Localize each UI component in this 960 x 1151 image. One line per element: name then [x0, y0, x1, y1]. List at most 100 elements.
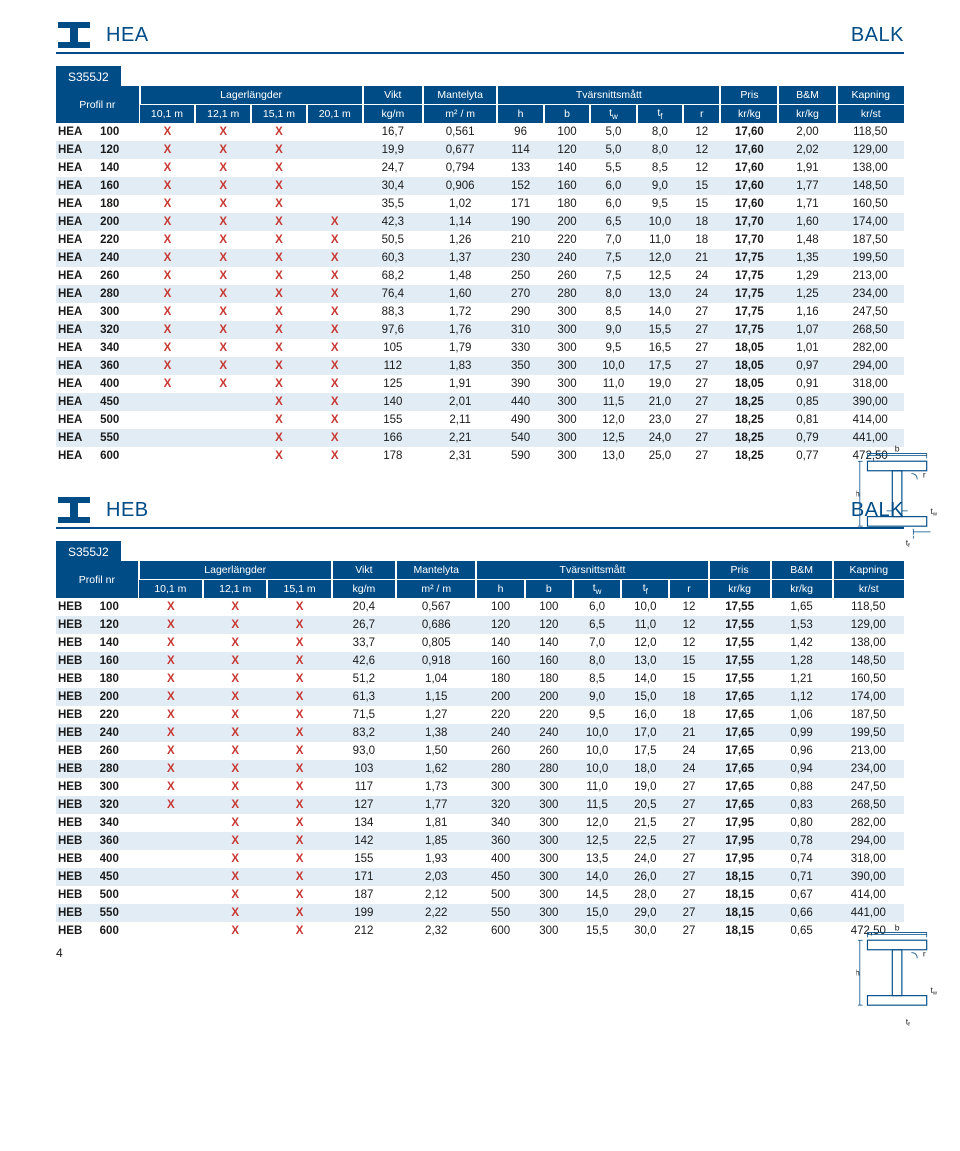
cell-pris: 17,65: [709, 742, 771, 760]
cell-lager: X: [267, 868, 331, 886]
cell-vikt: 83,2: [332, 724, 396, 742]
cell-tvar: 18,0: [621, 760, 669, 778]
cell-lager: X: [140, 285, 196, 303]
cell-tvar: 12,0: [621, 634, 669, 652]
cell-tvar: 8,0: [637, 123, 683, 141]
cell-size: 100: [100, 123, 139, 141]
cell-tvar: 9,0: [573, 688, 621, 706]
cell-bm: 2,00: [778, 123, 836, 141]
cell-size: 140: [100, 159, 139, 177]
table-row: HEB220XXX71,51,272202209,516,01817,651,0…: [56, 706, 904, 724]
cell-vikt: 140: [363, 393, 423, 411]
cell-tvar: 152: [497, 177, 543, 195]
cell-size: 450: [100, 868, 139, 886]
cell-tvar: 270: [497, 285, 543, 303]
cell-tvar: 15: [669, 670, 708, 688]
cell-pris: 17,70: [720, 213, 778, 231]
cell-tvar: 23,0: [637, 411, 683, 429]
cell-vikt: 88,3: [363, 303, 423, 321]
cell-pris: 17,65: [709, 724, 771, 742]
cell-tvar: 9,5: [590, 339, 636, 357]
cell-kap: 138,00: [833, 634, 904, 652]
cell-tvar: 340: [476, 814, 524, 832]
cell-tvar: 300: [544, 357, 590, 375]
cell-mantel: 2,03: [396, 868, 476, 886]
cell-tvar: 120: [476, 616, 524, 634]
cell-tvar: 8,5: [573, 670, 621, 688]
cell-name: HEA: [56, 393, 100, 411]
cell-tvar: 10,0: [590, 357, 636, 375]
hea-title: HEA: [106, 24, 149, 47]
th-tvar: Tvärsnittsmått: [476, 561, 708, 580]
cell-kap: 129,00: [833, 616, 904, 634]
cell-vikt: 16,7: [363, 123, 423, 141]
cell-tvar: 220: [544, 231, 590, 249]
table-row: HEB400XX1551,9340030013,524,02717,950,74…: [56, 850, 904, 868]
cell-bm: 2,02: [778, 141, 836, 159]
cell-bm: 1,65: [771, 598, 833, 616]
cell-lager: X: [203, 652, 267, 670]
table-row: HEA120XXX19,90,6771141205,08,01217,602,0…: [56, 141, 904, 159]
heb-table: Profil nr Lagerlängder Vikt Mantelyta Tv…: [56, 561, 904, 940]
cell-tvar: 12: [669, 616, 708, 634]
cell-kap: 174,00: [833, 688, 904, 706]
cell-kap: 118,50: [837, 123, 905, 141]
cell-tvar: 6,5: [590, 213, 636, 231]
th-lager-0: 10,1 m: [139, 580, 203, 599]
cell-name: HEB: [56, 616, 100, 634]
cell-kap: 294,00: [837, 357, 905, 375]
cell-bm: 1,01: [778, 339, 836, 357]
cell-tvar: 11,0: [590, 375, 636, 393]
cell-lager: X: [195, 159, 251, 177]
cell-lager: [195, 429, 251, 447]
cell-lager: X: [140, 357, 196, 375]
cell-size: 140: [100, 634, 139, 652]
cell-pris: 17,95: [709, 850, 771, 868]
svg-text:r: r: [923, 469, 926, 479]
cell-vikt: 112: [363, 357, 423, 375]
cell-lager: [139, 904, 203, 922]
cell-tvar: 300: [525, 922, 573, 940]
cell-pris: 17,60: [720, 123, 778, 141]
table-row: HEB200XXX61,31,152002009,015,01817,651,1…: [56, 688, 904, 706]
cell-tvar: 27: [669, 778, 708, 796]
cell-tvar: 300: [544, 321, 590, 339]
cell-mantel: 1,81: [396, 814, 476, 832]
cell-mantel: 1,73: [396, 778, 476, 796]
cell-tvar: 8,0: [637, 141, 683, 159]
table-row: HEB240XXX83,21,3824024010,017,02117,650,…: [56, 724, 904, 742]
cell-tvar: 160: [525, 652, 573, 670]
cell-lager: X: [267, 652, 331, 670]
cell-lager: X: [307, 321, 363, 339]
cell-vikt: 103: [332, 760, 396, 778]
table-row: HEA320XXXX97,61,763103009,015,52717,751,…: [56, 321, 904, 339]
cell-vikt: 42,3: [363, 213, 423, 231]
cell-tvar: 27: [669, 814, 708, 832]
cell-tvar: 400: [476, 850, 524, 868]
cell-pris: 17,65: [709, 778, 771, 796]
cell-name: HEB: [56, 850, 100, 868]
cell-size: 200: [100, 688, 139, 706]
cell-tvar: 15: [669, 652, 708, 670]
cell-mantel: 1,83: [423, 357, 497, 375]
cell-tvar: 360: [476, 832, 524, 850]
cell-name: HEB: [56, 778, 100, 796]
cell-tvar: 12: [683, 159, 720, 177]
cell-kap: 282,00: [837, 339, 905, 357]
cell-pris: 18,15: [709, 886, 771, 904]
cell-tvar: 120: [544, 141, 590, 159]
cell-tvar: 440: [497, 393, 543, 411]
cell-name: HEB: [56, 670, 100, 688]
table-row: HEB500XX1872,1250030014,528,02718,150,67…: [56, 886, 904, 904]
cell-kap: 294,00: [833, 832, 904, 850]
cell-tvar: 114: [497, 141, 543, 159]
cell-kap: 148,50: [837, 177, 905, 195]
table-row: HEA400XXXX1251,9139030011,019,02718,050,…: [56, 375, 904, 393]
cell-tvar: 12,0: [637, 249, 683, 267]
cell-tvar: 230: [497, 249, 543, 267]
cell-vikt: 26,7: [332, 616, 396, 634]
cell-bm: 0,78: [771, 832, 833, 850]
cell-tvar: 300: [544, 447, 590, 465]
th-bm-u: kr/kg: [778, 105, 836, 124]
cell-tvar: 11,0: [573, 778, 621, 796]
